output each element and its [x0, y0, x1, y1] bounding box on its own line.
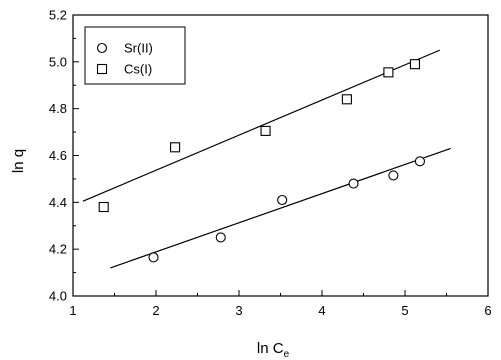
y-axis-title: ln q	[10, 149, 27, 173]
point-circle	[277, 194, 288, 206]
point-circle	[215, 232, 226, 243]
point-circle	[348, 178, 359, 189]
y-axis-ticks: 4.0 4.2 4.4 4.6 4.8 5.0 5.2	[49, 8, 79, 304]
point-square	[98, 201, 109, 213]
x-axis-title: ln Ce	[257, 340, 290, 360]
point-square	[341, 94, 352, 105]
legend-label: Sr(II)	[124, 41, 153, 56]
y-tick-label: 5.2	[49, 8, 67, 23]
x-tick-label: 4	[318, 303, 325, 318]
x-axis-title-subscript: e	[284, 349, 290, 360]
point-square	[383, 67, 394, 78]
x-tick-label: 1	[69, 303, 76, 318]
point-circle	[414, 156, 425, 167]
legend-box	[84, 26, 186, 85]
legend-label: Cs(I)	[124, 62, 152, 77]
x-axis-ticks: 1 2 3 4 5 6	[69, 290, 492, 318]
y-tick-label: 5.0	[49, 54, 67, 69]
data-markers	[98, 59, 425, 263]
y-tick-label: 4.6	[49, 148, 67, 163]
x-axis-title-main: ln C	[257, 340, 284, 357]
point-square	[260, 125, 271, 136]
x-tick-label: 2	[152, 303, 159, 318]
point-square	[409, 59, 421, 70]
legend-square-icon	[96, 63, 108, 75]
fit-lines	[82, 49, 451, 269]
y-tick-label: 4.4	[49, 195, 67, 210]
y-tick-label: 4.8	[49, 101, 67, 116]
y-tick-label: 4.0	[49, 289, 67, 304]
point-circle	[148, 252, 159, 263]
x-tick-label: 5	[401, 303, 408, 318]
legend: Sr(II) Cs(I)	[84, 26, 186, 85]
x-tick-label: 3	[235, 303, 242, 318]
fit-line-circle	[110, 147, 451, 269]
legend-circle-icon	[96, 42, 108, 54]
y-tick-label: 4.2	[49, 242, 67, 257]
x-tick-label: 6	[484, 303, 491, 318]
point-circle	[388, 170, 399, 181]
fit-line-square	[82, 49, 441, 202]
point-square	[170, 142, 181, 153]
